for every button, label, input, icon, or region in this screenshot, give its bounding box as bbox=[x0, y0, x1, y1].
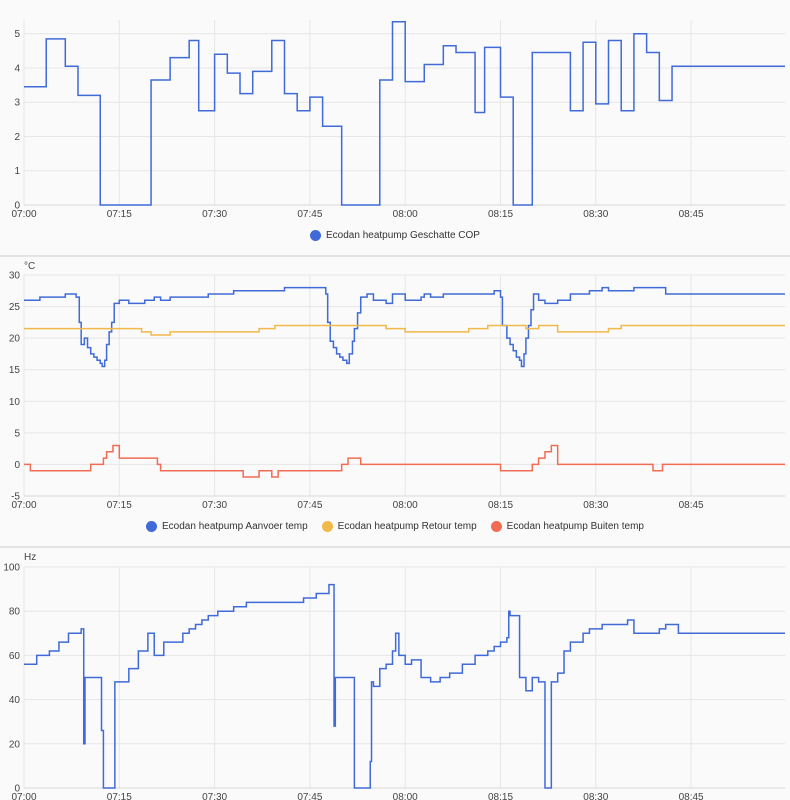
x-tick-label: 07:00 bbox=[11, 209, 36, 220]
temperature-chart-card: -5 0 5 10 15 20 25 30 07:00 07:15 07:30 07:45 08:00 0… bbox=[0, 257, 790, 542]
unit-label: °C bbox=[24, 261, 35, 272]
series-line[interactable] bbox=[24, 444, 785, 478]
series-line[interactable] bbox=[24, 20, 785, 206]
y-tick-label: 30 bbox=[9, 271, 21, 282]
cop-chart: 0 1 2 3 4 5 07:00 07:15 07:30 07:45 08:00 08:15 08:3… bbox=[11, 20, 785, 220]
x-tick-label: 08:30 bbox=[583, 500, 608, 511]
legend-label: Ecodan heatpump Aanvoer temp bbox=[162, 521, 308, 532]
x-tick-label: 08:15 bbox=[488, 500, 513, 511]
y-tick-label: 5 bbox=[14, 428, 20, 439]
x-tick-label: 07:00 bbox=[11, 792, 36, 800]
legend-label: Ecodan heatpump Retour temp bbox=[337, 521, 477, 532]
y-tick-label: 3 bbox=[14, 98, 20, 109]
y-tick-label: 1 bbox=[14, 166, 20, 177]
y-tick-label: 5 bbox=[14, 29, 20, 40]
y-tick-label: 10 bbox=[9, 397, 21, 408]
y-tick-label: 0 bbox=[14, 784, 20, 795]
legend-item-cop[interactable]: Ecodan heatpump Geschatte COP bbox=[310, 230, 480, 241]
y-tick-label: 0 bbox=[14, 201, 20, 212]
unit-label: Hz bbox=[24, 552, 36, 563]
x-tick-label: 07:15 bbox=[107, 209, 132, 220]
x-tick-label: 08:15 bbox=[488, 792, 513, 800]
x-tick-label: 08:30 bbox=[583, 209, 608, 220]
y-tick-label: 20 bbox=[9, 739, 21, 750]
legend-item-aanvoer[interactable]: Ecodan heatpump Aanvoer temp bbox=[146, 521, 308, 532]
y-tick-label: 25 bbox=[9, 302, 21, 313]
frequency-chart-card: 0 20 40 60 80 100 07:00 07:15 07:30 07:45 08:00 08:… bbox=[0, 548, 790, 800]
y-tick-label: 2 bbox=[14, 132, 20, 143]
y-tick-label: 60 bbox=[9, 651, 21, 662]
x-tick-label: 07:30 bbox=[202, 500, 227, 511]
y-tick-label: 4 bbox=[14, 63, 20, 74]
y-tick-label: 80 bbox=[9, 607, 21, 618]
y-tick-label: 40 bbox=[9, 695, 21, 706]
x-tick-label: 08:00 bbox=[393, 209, 418, 220]
divider bbox=[0, 546, 790, 548]
x-tick-label: 07:45 bbox=[297, 209, 322, 220]
x-tick-label: 08:00 bbox=[393, 500, 418, 511]
series-line[interactable] bbox=[24, 324, 785, 336]
series-line[interactable] bbox=[24, 583, 785, 789]
x-tick-label: 07:15 bbox=[107, 500, 132, 511]
divider bbox=[0, 255, 790, 257]
x-tick-label: 07:30 bbox=[202, 209, 227, 220]
frequency-chart: 0 20 40 60 80 100 07:00 07:15 07:30 07:45 08:00 08:… bbox=[3, 552, 785, 800]
legend-label: Ecodan heatpump Buiten temp bbox=[506, 521, 644, 532]
y-tick-label: 20 bbox=[9, 334, 21, 345]
x-tick-label: 08:45 bbox=[679, 792, 704, 800]
legend-dot-icon bbox=[490, 521, 502, 532]
cop-chart-card: 0 1 2 3 4 5 07:00 07:15 07:30 07:45 08:00 08:15 08:3… bbox=[0, 0, 790, 255]
y-tick-label: 100 bbox=[3, 563, 20, 574]
x-tick-label: 08:45 bbox=[679, 500, 704, 511]
legend-item-retour[interactable]: Ecodan heatpump Retour temp bbox=[321, 521, 477, 532]
x-tick-label: 08:00 bbox=[393, 792, 418, 800]
legend-item-buiten[interactable]: Ecodan heatpump Buiten temp bbox=[490, 521, 644, 532]
x-tick-label: 08:45 bbox=[679, 209, 704, 220]
y-tick-label: 0 bbox=[14, 460, 20, 471]
cop-chart-legend: Ecodan heatpump Geschatte COP bbox=[0, 230, 790, 241]
temperature-chart: -5 0 5 10 15 20 25 30 07:00 07:15 07:30 07:45 08:00 0… bbox=[9, 261, 785, 511]
temperature-chart-legend: Ecodan heatpump Aanvoer temp Ecodan heat… bbox=[0, 521, 790, 532]
x-tick-label: 07:45 bbox=[297, 792, 322, 800]
x-tick-label: 08:15 bbox=[488, 209, 513, 220]
legend-dot-icon bbox=[146, 521, 158, 532]
y-tick-label: -5 bbox=[11, 492, 20, 503]
x-tick-label: 07:15 bbox=[107, 792, 132, 800]
series-line[interactable] bbox=[24, 286, 785, 368]
legend-dot-icon bbox=[321, 521, 333, 532]
x-tick-label: 08:30 bbox=[583, 792, 608, 800]
y-tick-label: 15 bbox=[9, 365, 21, 376]
x-tick-label: 07:30 bbox=[202, 792, 227, 800]
legend-dot-icon bbox=[310, 230, 321, 241]
legend-label: Ecodan heatpump Geschatte COP bbox=[326, 230, 480, 241]
x-tick-label: 07:45 bbox=[297, 500, 322, 511]
x-tick-label: 07:00 bbox=[11, 500, 36, 511]
